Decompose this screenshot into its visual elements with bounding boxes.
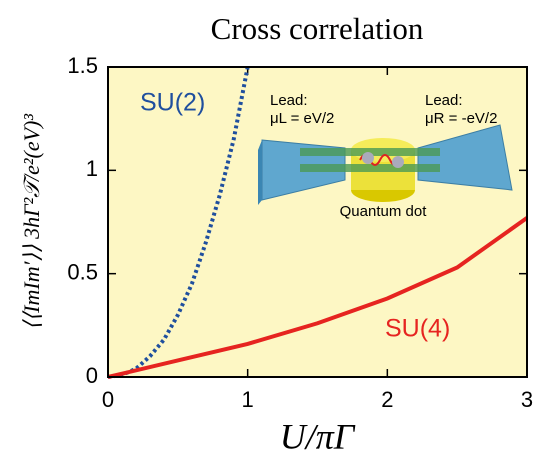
- plot-frame: [107, 66, 528, 378]
- electron: [392, 156, 404, 168]
- inset-label: Lead:: [425, 92, 463, 109]
- current-arrows: [300, 148, 440, 172]
- y-tick-label: 1: [86, 156, 98, 181]
- inset-label: Lead:: [270, 92, 308, 109]
- x-axis-label: U/πΓ: [280, 416, 356, 456]
- y-tick-label: 1.5: [67, 53, 98, 78]
- series-line: [107, 216, 529, 379]
- inset-label: Quantum dot: [340, 203, 428, 220]
- series-label: SU(2): [140, 89, 205, 117]
- inset-label: μR = -eV/2: [425, 110, 497, 127]
- inset: Lead: μL = eV/2 Lead: μR = -eV/2 Quantum…: [258, 92, 513, 220]
- x-tick-label: 1: [242, 387, 254, 412]
- x-tick-label: 0: [102, 387, 114, 412]
- y-tick-label: 0.5: [67, 259, 98, 284]
- y-tick-label: 0: [86, 363, 98, 388]
- x-tick-label: 2: [381, 387, 393, 412]
- left-lead-side: [258, 140, 262, 205]
- y-axis-label: ⟨⟨ImIm′⟩⟩ 3hΓ²𝒯/e²(eV)³: [19, 114, 44, 330]
- chart-title: Cross correlation: [211, 11, 424, 46]
- electron: [362, 152, 374, 164]
- x-tick-label: 3: [521, 387, 533, 412]
- inset-label: μL = eV/2: [270, 110, 334, 127]
- series-label: SU(4): [385, 315, 450, 343]
